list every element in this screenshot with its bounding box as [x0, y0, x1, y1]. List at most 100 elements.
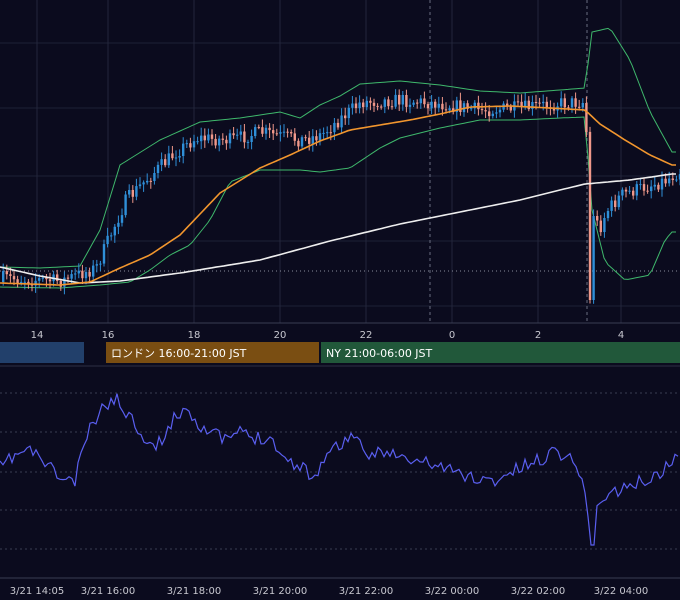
candle-body	[250, 136, 253, 142]
candle-body	[545, 101, 548, 108]
candle-body	[351, 103, 354, 108]
candle-body	[286, 131, 289, 133]
candle-body	[153, 173, 156, 181]
candle-body	[455, 100, 458, 113]
candle-body	[297, 140, 300, 147]
candle-body	[668, 178, 671, 184]
candle-body	[218, 138, 221, 146]
candle-body	[178, 156, 181, 158]
candle-body	[477, 102, 480, 110]
candle-body	[88, 272, 91, 277]
candle-body	[318, 133, 322, 141]
candle-body	[272, 130, 275, 134]
price-x-tick-label: 16	[102, 330, 115, 341]
oscillator-x-tick-label: 3/22 02:00	[511, 586, 565, 597]
candle-body	[470, 108, 473, 110]
oscillator-x-tick-label: 3/22 04:00	[594, 586, 648, 597]
candle-body	[650, 186, 653, 192]
candle-body	[38, 278, 41, 281]
price-panel: 14 16 18 20 22 0 2 4	[0, 0, 680, 341]
candle-body	[574, 98, 577, 107]
candle-body	[45, 277, 48, 280]
candle-body	[23, 281, 26, 283]
candle-body	[610, 200, 613, 211]
candle-body	[322, 132, 325, 134]
oscillator-x-tick-label: 3/21 18:00	[167, 586, 221, 597]
candle-body	[534, 102, 538, 103]
candle-body	[326, 132, 329, 134]
session-label: ロンドン 16:00-21:00 JST	[111, 347, 247, 360]
candle-body	[660, 178, 664, 190]
oscillator-x-axis: 3/21 14:05 3/21 16:00 3/21 18:00 3/21 20:00…	[10, 586, 648, 597]
candle-body	[387, 99, 390, 107]
candle-body	[329, 132, 332, 134]
candle-body	[344, 115, 347, 119]
candle-body	[542, 101, 545, 104]
candle-body	[412, 102, 415, 105]
candle-body	[182, 143, 185, 156]
candle-body	[603, 218, 606, 232]
candlesticks	[2, 89, 680, 304]
candle-body	[311, 136, 314, 144]
oscillator-x-tick-label: 3/21 16:00	[81, 586, 135, 597]
candle-body	[131, 190, 134, 197]
candle-body	[138, 184, 142, 187]
candle-body	[293, 133, 296, 141]
candle-body	[300, 137, 304, 147]
candle-body	[592, 216, 595, 300]
candle-body	[142, 182, 145, 185]
candle-body	[70, 274, 73, 279]
candle-body	[95, 264, 98, 266]
candle-body	[164, 159, 167, 166]
candle-body	[671, 178, 674, 180]
candle-body	[192, 141, 196, 148]
candle-body	[495, 112, 498, 114]
candle-body	[405, 95, 408, 107]
candle-body	[34, 280, 37, 286]
candle-body	[221, 138, 224, 140]
oscillator-grid	[0, 392, 680, 550]
candle-body	[171, 153, 174, 159]
candle-body	[488, 111, 491, 117]
price-x-tick-label: 0	[449, 330, 455, 341]
moving-averages	[0, 105, 676, 286]
candle-body	[236, 134, 239, 136]
candle-body	[614, 200, 617, 207]
candle-body	[275, 133, 278, 135]
candle-body	[246, 141, 250, 143]
candle-body	[117, 222, 120, 227]
candle-body	[376, 105, 379, 107]
bollinger-upper-band	[0, 27, 676, 269]
price-x-tick-label: 22	[360, 330, 373, 341]
candle-body	[466, 103, 469, 109]
candle-body	[383, 99, 386, 107]
candle-body	[279, 132, 282, 134]
candle-body	[185, 143, 188, 145]
candle-body	[333, 122, 336, 133]
session-bar: ロンドン 16:00-21:00 JST NY 21:00-06:00 JST	[0, 342, 680, 363]
candle-body	[214, 138, 217, 146]
candle-body	[390, 106, 394, 108]
candle-body	[628, 190, 631, 192]
candle-body	[473, 102, 476, 109]
candle-body	[624, 189, 628, 192]
candle-body	[596, 216, 599, 221]
candle-body	[581, 103, 584, 108]
candle-body	[315, 136, 318, 141]
candle-body	[588, 131, 592, 300]
candle-body	[430, 101, 433, 109]
candle-body	[124, 194, 127, 216]
oscillator-x-tick-label: 3/21 20:00	[253, 586, 307, 597]
candle-body	[210, 134, 214, 139]
candle-body	[606, 211, 610, 219]
moving-average-white	[0, 173, 676, 284]
candle-body	[398, 94, 401, 105]
candle-body	[369, 100, 372, 103]
candle-body	[639, 184, 642, 186]
candle-body	[282, 131, 286, 133]
candle-body	[16, 279, 19, 284]
candle-body	[380, 106, 383, 108]
candle-body	[441, 103, 444, 110]
candle-body	[102, 244, 106, 264]
